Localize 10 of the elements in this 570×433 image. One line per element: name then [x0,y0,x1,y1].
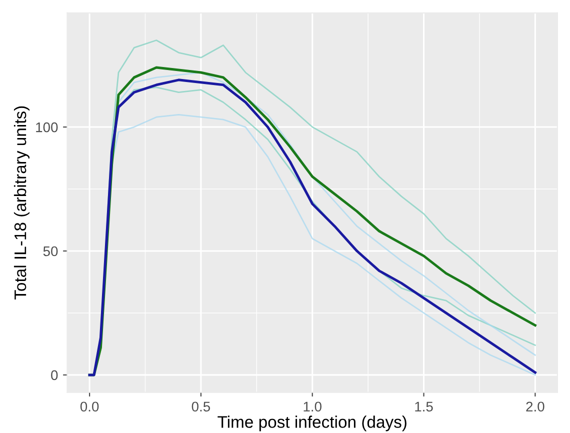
y-axis-title: Total IL-18 (arbitrary units) [14,106,30,300]
x-tick-label: 0.5 [192,402,210,412]
x-tick-label: 1.0 [304,402,322,412]
x-tick-label: 1.5 [415,402,433,412]
y-tick-label: 50 [43,246,58,256]
y-tick-label: 100 [36,122,58,132]
x-tick-label: 2.0 [526,402,544,412]
x-tick-label: 0.0 [80,402,99,412]
y-tick-label: 0 [51,370,58,380]
x-axis-title: Time post infection (days) [218,416,406,432]
